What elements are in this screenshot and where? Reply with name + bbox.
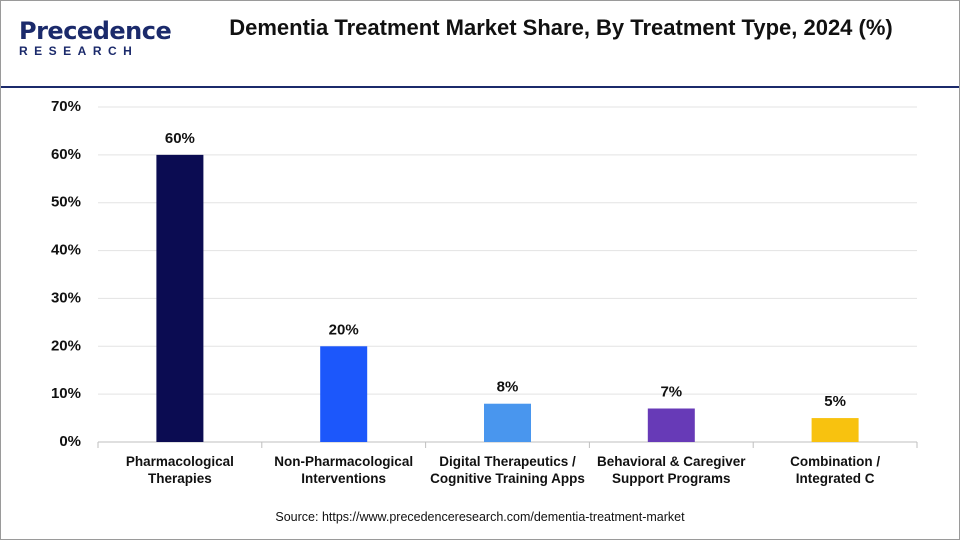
x-tick-label: Digital Therapeutics / Cognitive Trainin…: [430, 454, 585, 486]
bar: [320, 346, 368, 442]
value-label: 8%: [497, 379, 519, 396]
chart-title: Dementia Treatment Market Share, By Trea…: [229, 15, 893, 40]
y-tick-label: 60%: [51, 146, 81, 163]
y-tick-label: 70%: [51, 98, 81, 115]
source-note: Source: https://www.precedenceresearch.c…: [275, 510, 685, 524]
y-tick-label: 30%: [51, 289, 81, 306]
value-label: 7%: [660, 383, 682, 400]
value-label: 5%: [824, 393, 846, 410]
y-tick-label: 10%: [51, 385, 81, 402]
y-tick-label: 20%: [51, 337, 81, 354]
bar: [156, 154, 204, 442]
x-tick-label: Non-Pharmacological Interventions: [274, 454, 414, 486]
brand-logo: Precedence RESEARCH: [19, 17, 172, 59]
x-tick-label: Behavioral & Caregiver Support Programs: [597, 454, 746, 486]
brand-tagline: RESEARCH: [19, 44, 139, 58]
value-label: 60%: [165, 130, 195, 147]
bar: [484, 403, 531, 442]
brand-name: Precedence: [19, 17, 172, 45]
x-tick-label: Combination / Integrated C: [790, 454, 881, 486]
value-label: 20%: [329, 321, 359, 338]
header-rule: [1, 86, 959, 88]
bar: [647, 408, 695, 442]
bar: [811, 418, 859, 442]
y-tick-label: 40%: [51, 242, 81, 259]
y-tick-label: 0%: [59, 433, 81, 450]
y-tick-label: 50%: [51, 194, 81, 211]
x-tick-label: Pharmacological Therapies: [125, 454, 234, 486]
